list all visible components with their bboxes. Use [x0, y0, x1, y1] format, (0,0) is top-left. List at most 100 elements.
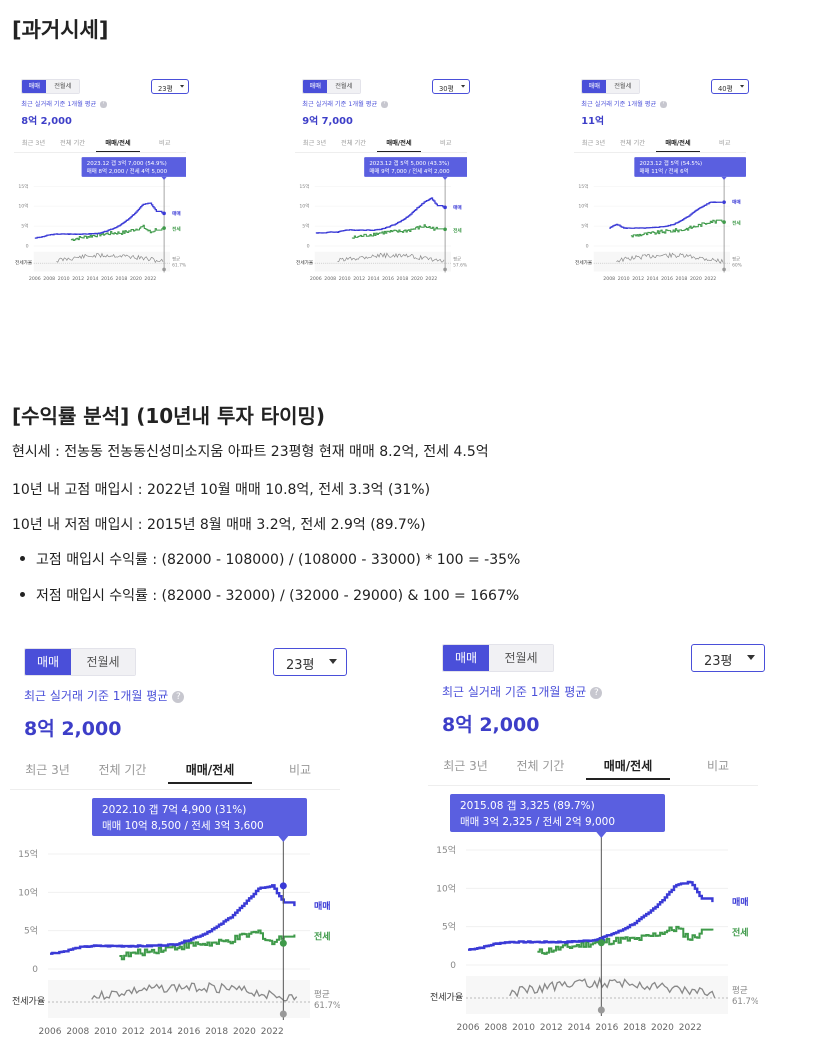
subtitle: 최근 실거래 기준 1개월 평균? [581, 99, 667, 108]
caret-down-icon [740, 85, 745, 88]
size-select[interactable]: 40평 [710, 79, 750, 94]
x-tick-label: 2020 [233, 1027, 256, 1037]
subtitle-text: 최근 실거래 기준 1개월 평균 [24, 689, 169, 703]
x-tick-label: 2020 [411, 276, 423, 282]
series-label-jeonse: 전세 [172, 226, 181, 233]
toggle-rent-button[interactable]: 전월세 [46, 80, 80, 93]
toggle-rent-button[interactable]: 전월세 [606, 80, 640, 93]
tab-2[interactable]: 전체 기간 [341, 139, 366, 147]
toggle-sale-button[interactable]: 매매 [443, 645, 489, 671]
toggle-rent-button[interactable]: 전월세 [489, 645, 553, 671]
tab-4[interactable]: 비교 [719, 139, 731, 147]
y-tick-label: 10억 [18, 203, 28, 210]
x-tick-label: 2014 [568, 1023, 591, 1033]
tab-1[interactable]: 최근 3년 [302, 139, 327, 147]
toggle-rent-button[interactable]: 전월세 [327, 80, 361, 93]
past-price-title: [과거시세] [12, 18, 109, 42]
tab-2[interactable]: 전체 기간 [620, 139, 645, 147]
sale-line [468, 880, 714, 951]
tooltip-box [92, 798, 307, 836]
highlight-ratio-point [443, 267, 447, 272]
tab-2[interactable]: 전체 기간 [98, 763, 147, 777]
y-tick-label: 10억 [299, 203, 309, 210]
tab-divider [428, 785, 758, 786]
question-icon[interactable]: ? [172, 690, 185, 703]
ratio-band [593, 251, 730, 272]
y-tick-label: 0 [450, 961, 456, 971]
question-icon[interactable]: ? [660, 101, 667, 108]
highlight-sale-point [443, 205, 447, 210]
x-tick-label: 2008 [66, 1027, 89, 1037]
y-tick-label: 15억 [578, 183, 588, 190]
tab-4[interactable]: 비교 [159, 139, 171, 147]
x-tick-label: 2018 [676, 276, 688, 282]
tab-1[interactable]: 최근 3년 [581, 139, 606, 147]
series-label-sale: 매매 [453, 204, 462, 211]
tab-3[interactable]: 매매/전세 [373, 138, 425, 153]
x-tick-label: 2010 [339, 276, 351, 282]
tab-3[interactable]: 매매/전세 [652, 138, 704, 153]
subtitle-text: 최근 실거래 기준 1개월 평균 [21, 101, 97, 109]
price-widget-2: 매매 전월세 30평 최근 실거래 기준 1개월 평균? 9억 7,000 최근 3년 전체… [295, 76, 471, 282]
tab-divider [574, 152, 746, 154]
ratio-band [314, 251, 451, 272]
ratio-axis-label: 전세가율 [15, 259, 33, 266]
size-select[interactable]: 30평 [431, 79, 471, 94]
highlight-ratio-point [279, 1010, 287, 1018]
subtitle: 최근 실거래 기준 1개월 평균? [302, 99, 388, 108]
current-price-line: 현시세 : 전농동 전농동신성미소지움 아파트 23평형 현재 매매 8.2억,… [12, 444, 489, 460]
series-label-jeonse: 전세 [453, 227, 462, 234]
tab-2[interactable]: 전체 기간 [60, 139, 85, 147]
caret-down-icon [461, 85, 466, 88]
highlight-sale-point [279, 882, 287, 890]
highlight-sale-point [162, 211, 166, 216]
ratio-avg-label: 평균 [314, 989, 330, 1000]
tab-1[interactable]: 최근 3년 [25, 763, 70, 777]
x-tick-label: 2006 [310, 276, 322, 282]
tab-3[interactable]: 매매/전세 [92, 138, 144, 153]
bullet-low-return: 저점 매입시 수익률 : (82000 - 32000) / (32000 - … [20, 585, 519, 605]
period-tabs: 최근 3년 전체 기간 매매/전세 비교 [295, 138, 467, 153]
tooltip-box [634, 157, 746, 177]
toggle-sale-button[interactable]: 매매 [22, 80, 47, 93]
trade-type-toggle: 매매 전월세 [581, 79, 641, 94]
jeonse-line [630, 219, 723, 238]
highlight-sale-point [722, 200, 726, 205]
period-tabs: 최근 3년 전체 기간 매매/전세 비교 [14, 138, 186, 153]
tooltip-gap-text: 2022.10 갭 7억 4,900 (31%) [102, 804, 246, 816]
tab-1[interactable]: 최근 3년 [443, 759, 488, 773]
tab-4[interactable]: 비교 [706, 759, 730, 773]
low-return-text: 저점 매입시 수익률 : (82000 - 32000) / (32000 - … [36, 588, 520, 604]
tab-4[interactable]: 비교 [440, 139, 452, 147]
question-icon[interactable]: ? [381, 101, 388, 108]
toggle-sale-button[interactable]: 매매 [303, 80, 328, 93]
size-select[interactable]: 23평 [150, 79, 190, 94]
tooltip-price-text: 매매 10억 8,500 / 전세 3억 3,600 [102, 820, 264, 832]
y-tick-label: 15억 [18, 183, 28, 190]
toggle-sale-button[interactable]: 매매 [582, 80, 607, 93]
question-icon[interactable]: ? [100, 101, 107, 108]
tab-2[interactable]: 전체 기간 [516, 759, 565, 773]
x-tick-label: 2022 [261, 1027, 284, 1037]
y-tick-label: 10억 [18, 886, 38, 898]
tab-4[interactable]: 비교 [288, 763, 312, 777]
tab-3[interactable]: 매매/전세 [578, 757, 678, 780]
caret-down-icon [180, 85, 185, 88]
toggle-sale-button[interactable]: 매매 [25, 649, 71, 675]
ratio-avg-value: 61.7% [314, 1001, 340, 1011]
size-select[interactable]: 23평 [273, 648, 347, 676]
question-icon[interactable]: ? [590, 686, 603, 699]
jeonse-line [119, 929, 296, 961]
analysis-title: [수익률 분석] (10년내 투자 타이밍) [12, 404, 326, 428]
tooltip-pointer [161, 176, 167, 180]
toggle-rent-button[interactable]: 전월세 [71, 649, 135, 675]
x-tick-label: 2008 [324, 276, 336, 282]
tab-3[interactable]: 매매/전세 [160, 761, 260, 784]
size-select-value: 30평 [438, 84, 454, 93]
y-tick-label: 0 [586, 244, 589, 250]
size-select[interactable]: 23평 [691, 644, 765, 672]
tab-1[interactable]: 최근 3년 [21, 139, 46, 147]
current-price: 8억 2,000 [24, 718, 122, 740]
